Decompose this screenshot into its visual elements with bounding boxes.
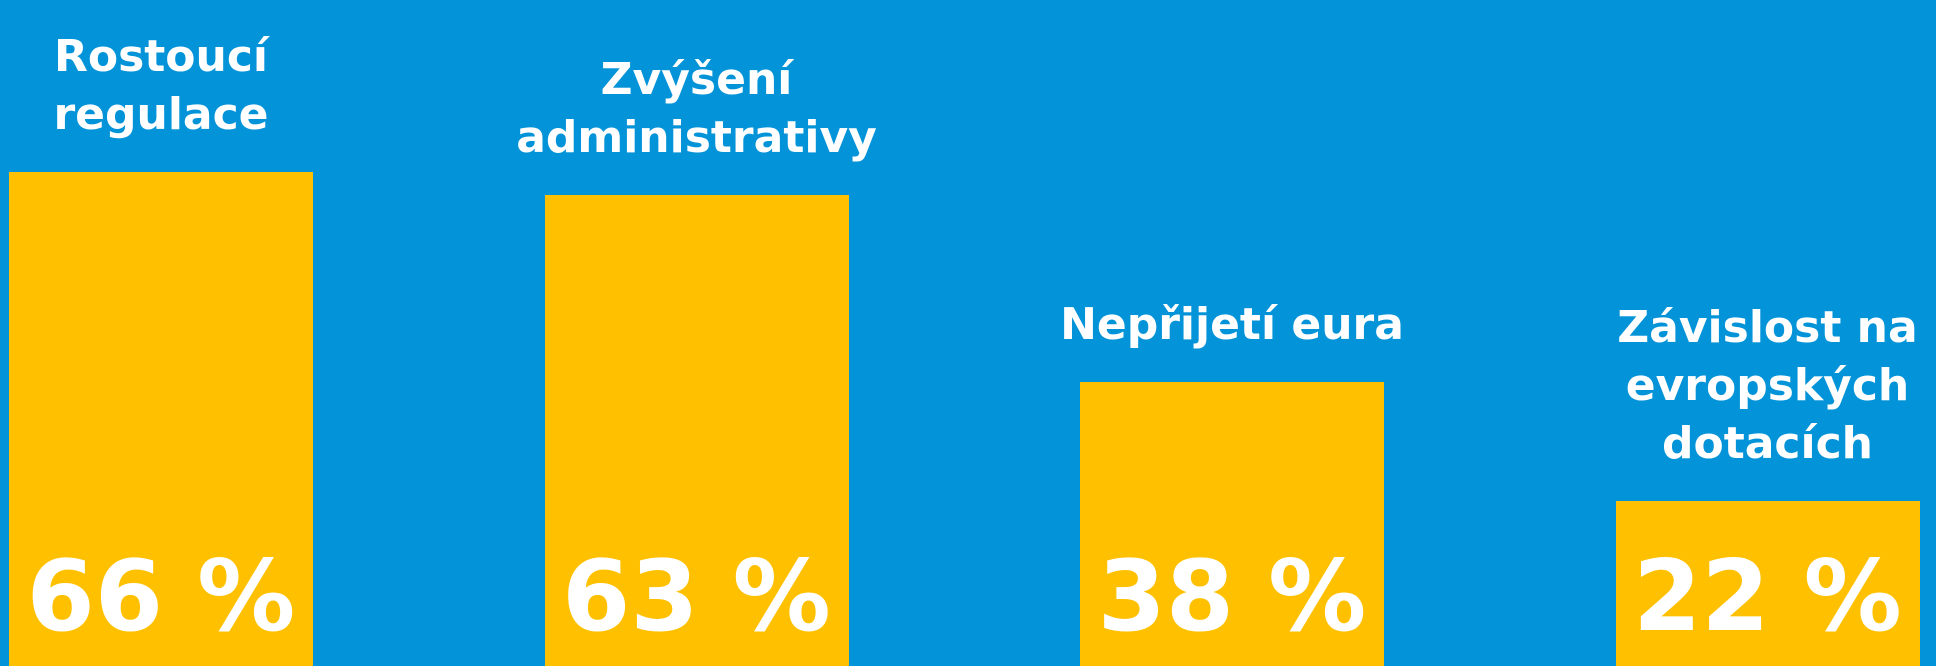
value-label: 63 %: [562, 540, 831, 654]
category-label: Zvýšení administrativy: [516, 53, 877, 163]
value-label: 22 %: [1633, 540, 1902, 654]
category-label: Rostoucí regulace: [53, 31, 269, 141]
bar: [9, 172, 313, 666]
category-label: Závislost na evropských dotacích: [1617, 302, 1918, 470]
value-label: 66 %: [26, 540, 296, 654]
category-label: Nepřijetí eura: [1060, 298, 1404, 350]
bar: [544, 194, 849, 666]
bar: [1615, 501, 1920, 666]
bar: [1080, 381, 1384, 666]
value-label: 38 %: [1097, 540, 1367, 654]
